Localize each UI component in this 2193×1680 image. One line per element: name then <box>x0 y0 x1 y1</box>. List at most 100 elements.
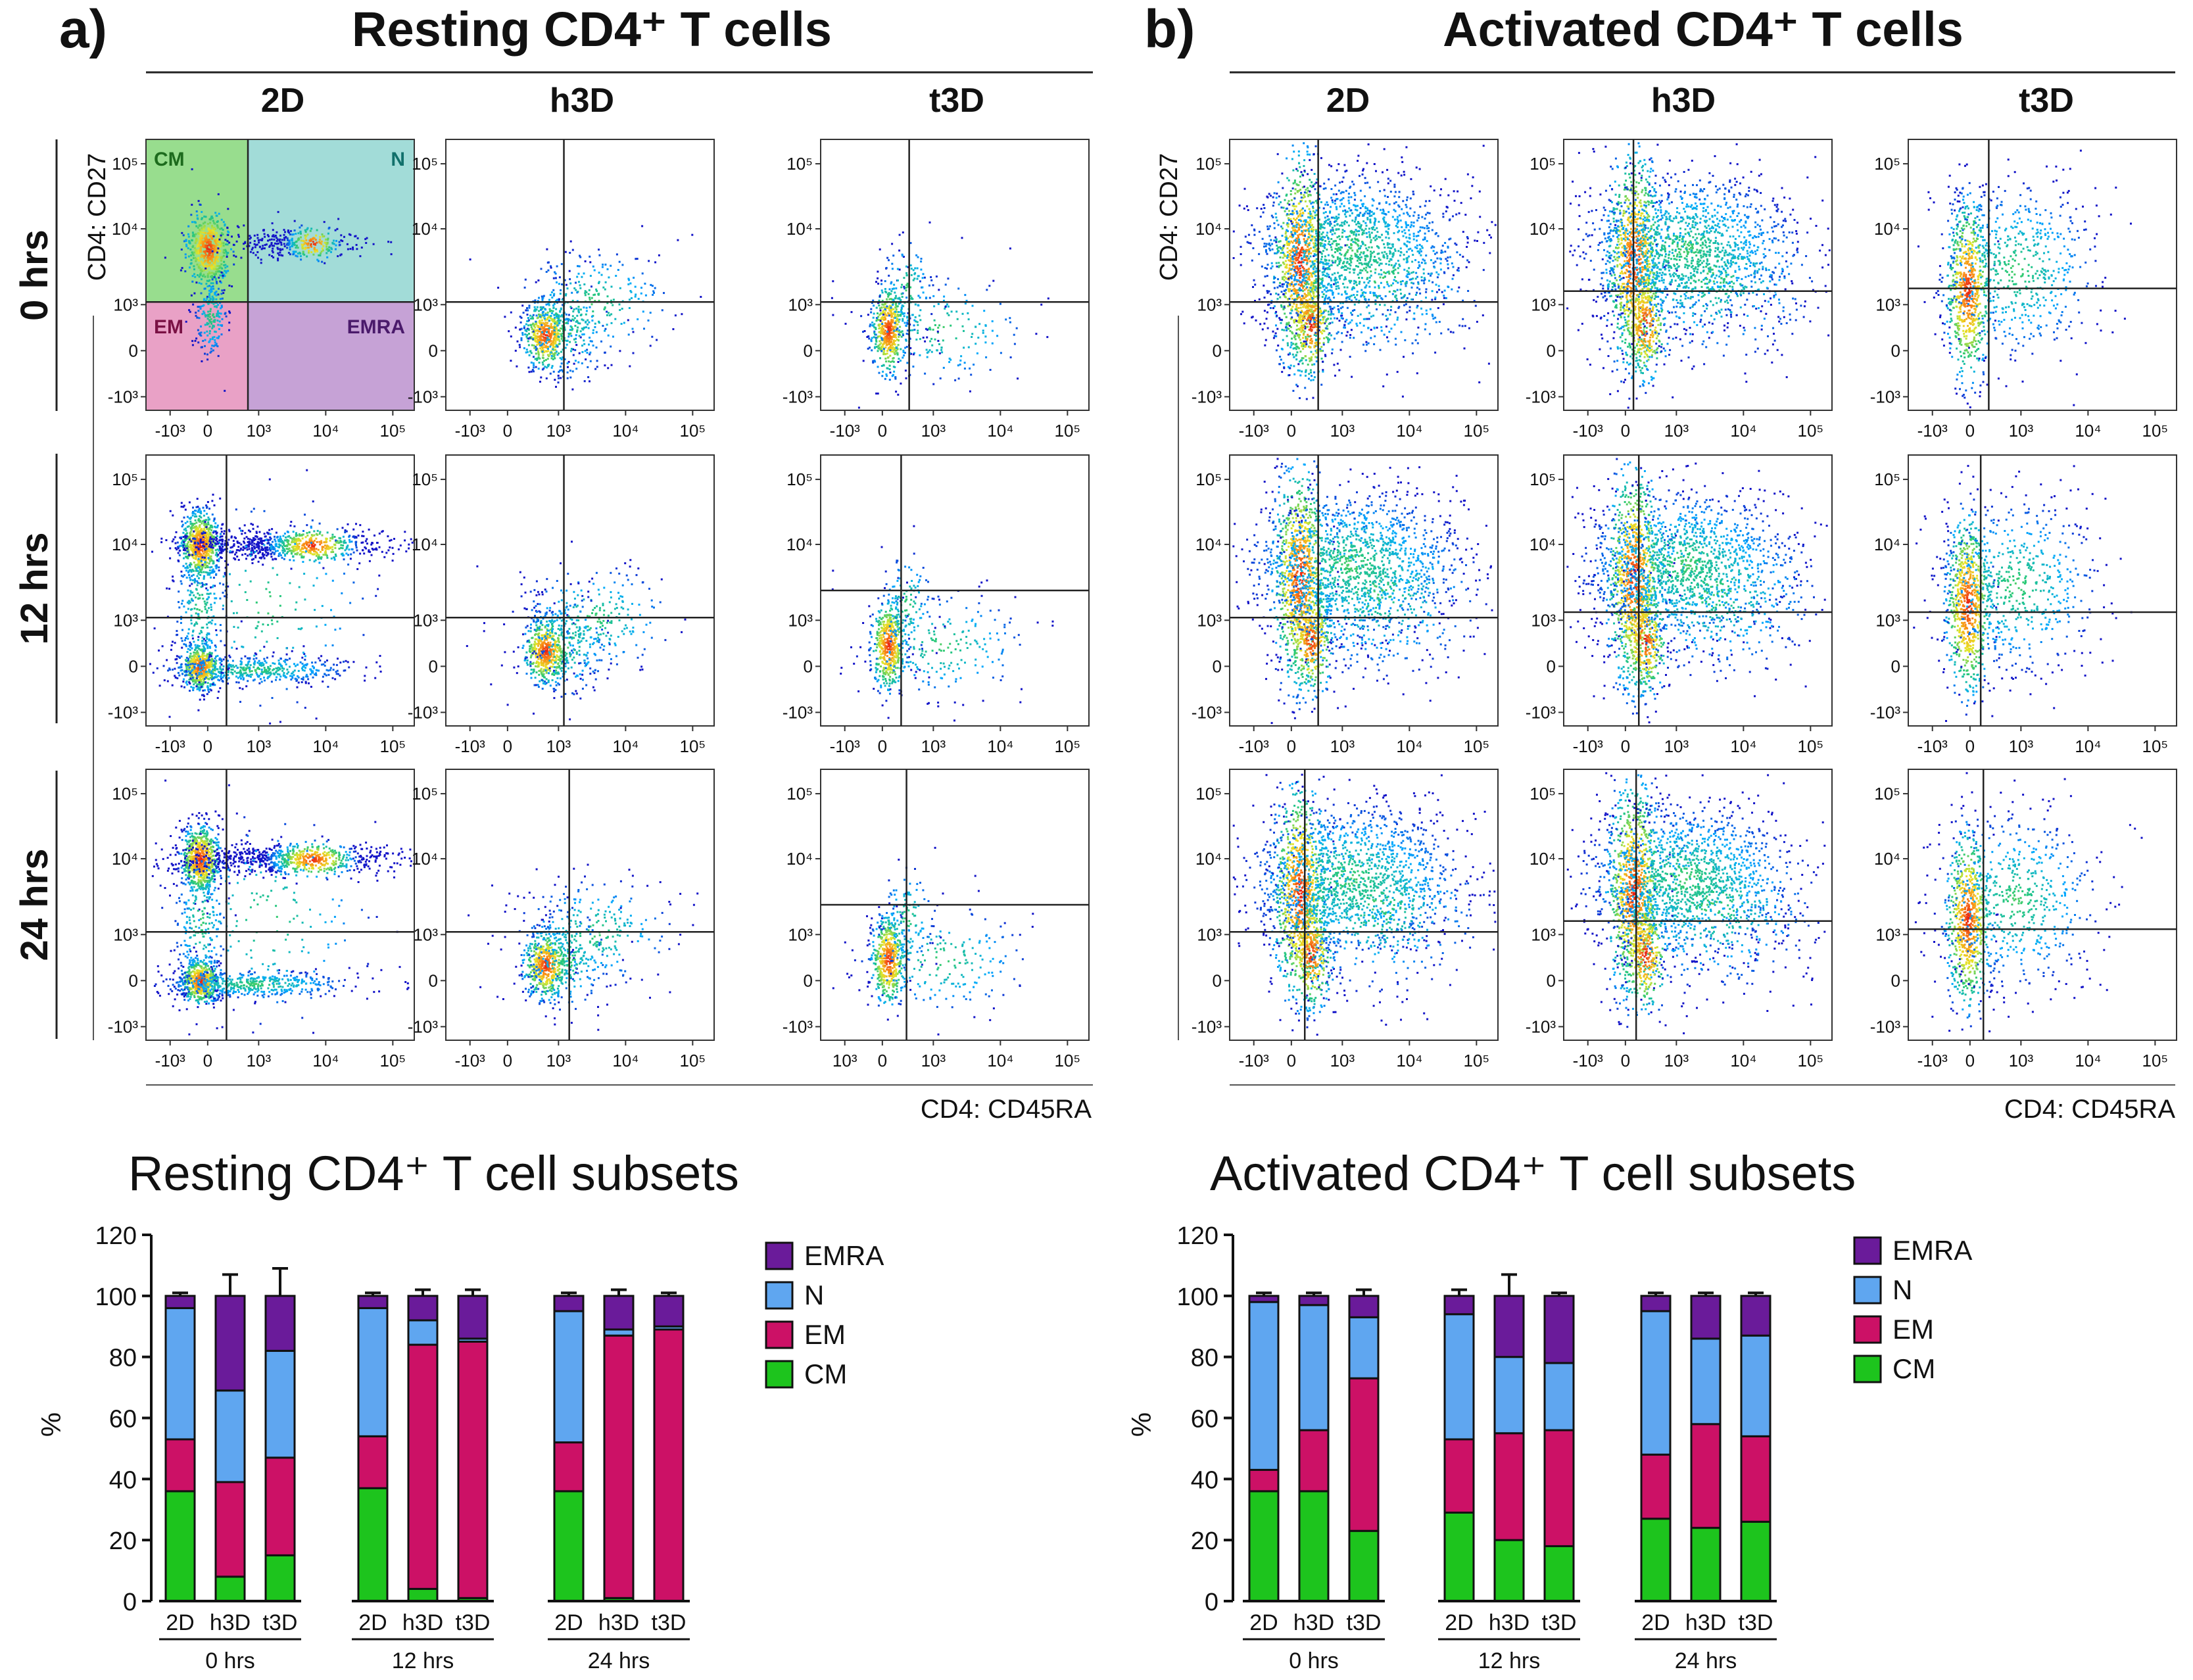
event-dot <box>327 531 329 533</box>
event-dot <box>354 537 356 539</box>
event-dot <box>199 204 201 206</box>
event-dot <box>221 268 223 270</box>
event-dot <box>185 840 187 842</box>
event-dot <box>295 539 297 540</box>
event-dot <box>195 281 197 283</box>
event-dot <box>208 607 210 609</box>
event-dot <box>275 543 277 545</box>
event-dot <box>206 583 208 585</box>
event-dot <box>205 571 207 573</box>
event-dot <box>206 506 208 508</box>
event-dot <box>212 563 214 565</box>
event-dot <box>240 663 242 665</box>
event-dot <box>220 257 222 259</box>
event-dot <box>198 510 200 512</box>
event-dot <box>313 585 315 587</box>
event-dot <box>346 546 348 548</box>
event-dot <box>287 243 289 245</box>
event-dot <box>218 846 220 848</box>
event-dot <box>232 660 234 662</box>
event-dot <box>209 621 211 623</box>
event-dot <box>174 536 176 538</box>
event-dot <box>364 546 366 548</box>
event-dot <box>189 865 191 867</box>
event-dot <box>191 554 193 556</box>
event-dot <box>254 679 256 681</box>
event-dot <box>210 338 212 340</box>
event-dot <box>195 260 197 262</box>
event-dot <box>202 827 204 828</box>
x-tick-label: -10³ <box>155 736 186 756</box>
event-dot <box>220 236 222 238</box>
event-dot <box>301 681 303 683</box>
event-dot <box>316 249 318 251</box>
event-dot <box>206 266 208 268</box>
event-dot <box>258 241 260 243</box>
event-dot <box>329 547 331 549</box>
event-dot <box>197 879 199 881</box>
event-dot <box>199 609 201 611</box>
event-dot <box>281 550 283 552</box>
event-dot <box>180 656 182 658</box>
event-dot <box>203 662 205 664</box>
event-dot <box>265 552 267 554</box>
event-dot <box>272 250 274 252</box>
event-dot <box>180 860 182 862</box>
event-dot <box>197 531 199 533</box>
event-dot <box>251 670 253 672</box>
event-dot <box>220 630 222 632</box>
event-dot <box>293 560 295 562</box>
event-dot <box>301 224 302 226</box>
event-dot <box>376 872 378 874</box>
event-dot <box>247 680 249 682</box>
event-dot <box>216 526 218 528</box>
event-dot <box>205 677 207 679</box>
event-dot <box>208 679 210 681</box>
event-dot <box>325 246 327 248</box>
event-dot <box>284 245 286 247</box>
event-dot <box>298 548 300 550</box>
event-dot <box>372 548 374 550</box>
event-dot <box>237 672 239 674</box>
event-dot <box>303 556 305 558</box>
event-dot <box>324 262 325 264</box>
event-dot <box>256 602 258 604</box>
event-dot <box>299 227 301 229</box>
event-dot <box>279 538 281 540</box>
event-dot <box>287 531 289 533</box>
event-dot <box>334 871 336 873</box>
event-dot <box>289 537 291 539</box>
event-dot <box>157 865 158 867</box>
event-dot <box>310 246 312 248</box>
event-dot <box>221 531 223 533</box>
event-dot <box>240 678 242 680</box>
event-dot <box>295 233 297 235</box>
event-dot <box>181 640 183 642</box>
event-dot <box>258 561 260 563</box>
event-dot <box>172 641 174 643</box>
event-dot <box>217 235 219 237</box>
event-dot <box>250 858 252 860</box>
event-dot <box>186 826 188 828</box>
event-dot <box>195 621 197 623</box>
event-dot <box>203 650 205 652</box>
event-dot <box>194 276 196 278</box>
event-dot <box>210 541 212 543</box>
event-dot <box>326 669 328 671</box>
event-dot <box>326 557 328 559</box>
event-dot <box>217 679 219 681</box>
event-dot <box>289 550 291 552</box>
event-dot <box>220 663 222 665</box>
event-dot <box>331 551 333 553</box>
event-dot <box>233 540 235 542</box>
event-dot <box>387 549 389 551</box>
event-dot <box>201 293 203 295</box>
event-dot <box>294 545 296 547</box>
event-dot <box>333 663 335 665</box>
event-dot <box>210 308 212 310</box>
event-dot <box>206 658 208 660</box>
event-dot <box>347 554 349 556</box>
event-dot <box>224 289 226 291</box>
event-dot <box>204 600 206 602</box>
event-dot <box>202 545 204 547</box>
